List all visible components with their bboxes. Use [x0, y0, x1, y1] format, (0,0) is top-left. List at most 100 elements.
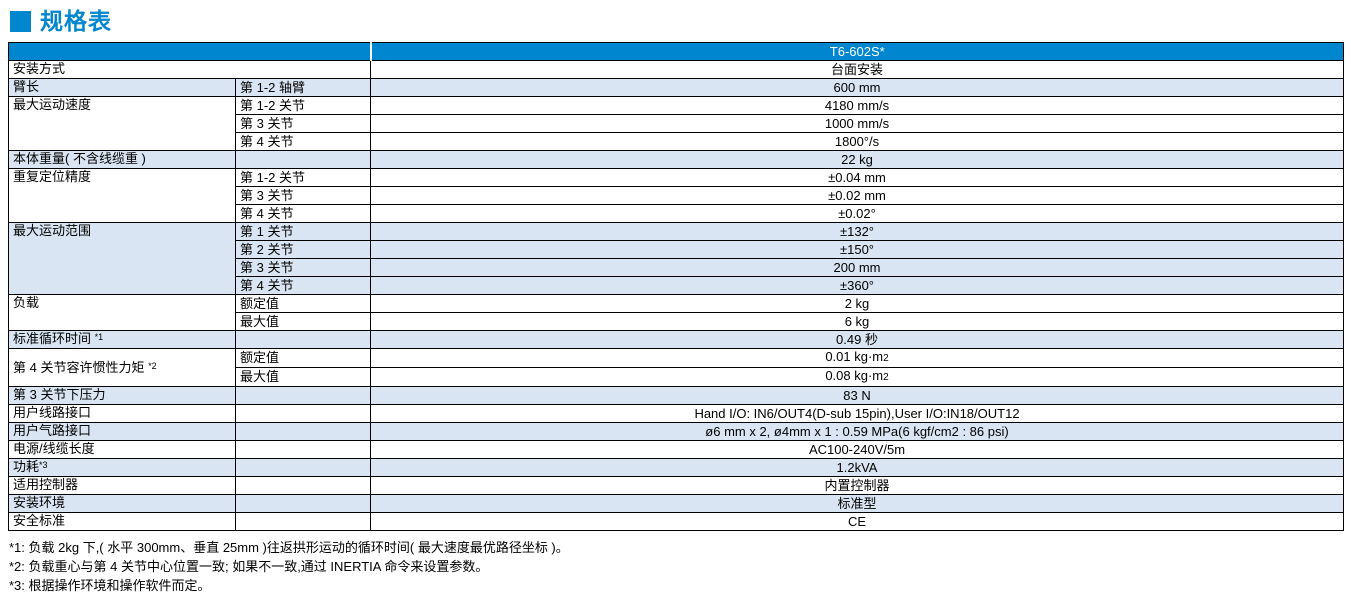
spec-sub-cell: [235, 150, 371, 169]
spec-value: 600 mm: [833, 79, 881, 95]
spec-sub-cell: 第 1 关节: [235, 222, 371, 241]
spec-value-cell: 标准型: [370, 494, 1344, 513]
spec-value: 内置控制器: [824, 477, 890, 493]
spec-sub-cell: 第 3 关节: [235, 258, 371, 277]
spec-value: ±150°: [839, 241, 875, 257]
spec-value: 台面安装: [830, 61, 883, 77]
spec-value-cell: 1800°/s: [370, 132, 1344, 151]
table-row: 安全标准 CE: [8, 512, 1344, 531]
spec-group-label: 最大运动速度: [13, 97, 92, 113]
spec-value-cell: ±0.02 mm: [370, 186, 1344, 205]
spec-value-cell: ø6 mm x 2, ø4mm x 1 : 0.59 MPa(6 kgf/cm2…: [370, 422, 1344, 441]
spec-value-cell: ±132°: [370, 222, 1344, 241]
spec-value: ±0.02 mm: [828, 187, 886, 203]
footnote-marker: *1: [94, 332, 104, 342]
spec-value: CE: [847, 513, 867, 529]
spec-value: 4180 mm/s: [824, 97, 890, 113]
spec-group-cell: 负载: [8, 294, 236, 331]
spec-group-cell: 标准循环时间 *1: [8, 330, 236, 349]
spec-group-label: 安装方式: [13, 61, 66, 77]
spec-sub-cell: 额定值: [235, 294, 371, 313]
spec-value: 1800°/s: [834, 133, 880, 149]
spec-sub-cell: [235, 458, 371, 477]
spec-sub-cell: 第 1-2 关节: [235, 96, 371, 115]
table-row: 适用控制器 内置控制器: [8, 476, 1344, 495]
spec-value: ±0.02°: [838, 205, 876, 221]
spec-value: 0.01 kg·m: [825, 349, 884, 365]
spec-value-small-digit: 2: [883, 372, 889, 383]
spec-group-label: 用户气路接口: [13, 423, 92, 439]
spec-value-cell: ±0.04 mm: [370, 168, 1344, 187]
spec-sub-cell: 额定值: [235, 348, 371, 368]
spec-sub-cell: [235, 404, 371, 423]
section-title: 规格表: [10, 8, 1343, 34]
table-row: 最大值 6 kg: [9, 312, 1344, 331]
spec-sub-cell: [235, 386, 371, 405]
spec-group-cell: 用户线路接口: [8, 404, 236, 423]
table-row: 电源/线缆长度 AC100-240V/5m: [8, 440, 1344, 459]
footnote-marker: *3: [39, 460, 48, 470]
spec-value-cell: ±0.02°: [370, 204, 1344, 223]
spec-value-cell: 4180 mm/s: [370, 96, 1344, 115]
spec-group-label: 安装环境: [13, 495, 66, 511]
spec-group-cell: 功耗*3: [8, 458, 236, 477]
spec-value-cell: 22 kg: [370, 150, 1344, 169]
spec-value: AC100-240V/5m: [808, 441, 906, 457]
spec-value-cell: 2 kg: [370, 294, 1344, 313]
spec-table-body: 安装方式 台面安装臂长第 1-2 轴臂 600 mm 最大运动速度 第 1-2 关节 41…: [8, 60, 1344, 531]
spec-sheet-page: 规格表 T6-602S* 安装方式 台面安装臂长第 1-2 轴臂 600 mm 最大运…: [8, 8, 1344, 595]
spec-group-cell: 电源/线缆长度: [8, 440, 236, 459]
spec-sub-cell: 最大值: [235, 367, 371, 387]
table-row: 第 3 关节 1000 mm/s: [9, 114, 1344, 133]
spec-group-cell: 第 4 关节容许惯性力矩 *2: [8, 348, 236, 387]
spec-sub-cell: 最大值: [235, 312, 371, 331]
spec-value: 6 kg: [844, 313, 870, 329]
table-row: 用户线路接口 Hand I/O: IN6/OUT4(D-sub 15pin),Us…: [8, 404, 1344, 423]
spec-value-cell: ±360°: [370, 276, 1344, 295]
table-row: 用户气路接口 ø6 mm x 2, ø4mm x 1 : 0.59 MPa(6 k…: [8, 422, 1344, 441]
spec-value-cell: CE: [370, 512, 1344, 531]
spec-value-cell: 600 mm: [370, 78, 1344, 97]
spec-sub-cell: 第 3 关节: [235, 186, 371, 205]
spec-group-cell: 安全标准: [8, 512, 236, 531]
spec-value-cell: 0.01 kg·m2: [370, 348, 1344, 368]
spec-value-cell: 200 mm: [370, 258, 1344, 277]
spec-group-label: 适用控制器: [13, 477, 79, 493]
spec-value-cell: 6 kg: [370, 312, 1344, 331]
spec-sub-cell: 第 2 关节: [235, 240, 371, 259]
spec-group-cell: 臂长: [8, 78, 236, 97]
header-empty-cell: [8, 42, 371, 61]
footnote-marker: *2: [148, 360, 157, 371]
spec-value-cell: 台面安装: [370, 60, 1344, 79]
spec-value-cell: 1.2kVA: [370, 458, 1344, 477]
spec-value-cell: 83 N: [370, 386, 1344, 405]
spec-sub-cell: [235, 476, 371, 495]
spec-group-label: 最大运动范围: [13, 223, 92, 239]
spec-value: 1.2kVA: [836, 459, 878, 475]
table-row: 第 3 关节 ±0.02 mm: [9, 186, 1344, 205]
footnote-1: *1: 负载 2kg 下,( 水平 300mm、垂直 25mm )往返拱形运动的…: [9, 540, 569, 555]
spec-table-header: T6-602S*: [8, 42, 1344, 61]
table-row: 功耗*3 1.2kVA: [8, 458, 1344, 477]
table-row: 第 4 关节 ±360°: [9, 276, 1344, 295]
spec-group-label: 重复定位精度: [13, 169, 92, 185]
spec-group-label: 第 3 关节下压力: [13, 387, 106, 403]
footnote-2: *2: 负载重心与第 4 关节中心位置一致; 如果不一致,通过 INERTIA …: [9, 559, 489, 574]
spec-group-cell: 本体重量( 不含线缆重 ): [8, 150, 236, 169]
spec-value: ±360°: [839, 277, 875, 293]
spec-value-cell: 0.49 秒: [370, 330, 1344, 349]
spec-sub-cell: [235, 440, 371, 459]
table-row: 本体重量( 不含线缆重 ) 22 kg: [8, 150, 1344, 169]
spec-group-cell: 适用控制器: [8, 476, 236, 495]
spec-group-label: 功耗: [13, 459, 40, 475]
spec-group-cell: 第 3 关节下压力: [8, 386, 236, 405]
spec-value-small-digit: 2: [883, 353, 889, 364]
footnotes: *1: 负载 2kg 下,( 水平 300mm、垂直 25mm )往返拱形运动的…: [9, 538, 1343, 595]
spec-value-cell: AC100-240V/5m: [370, 440, 1344, 459]
spec-value: ø6 mm x 2, ø4mm x 1 : 0.59 MPa(6 kgf/cm2…: [705, 423, 1009, 439]
spec-group-cell: 用户气路接口: [8, 422, 236, 441]
spec-sub-cell: 第 1-2 轴臂: [235, 78, 371, 97]
spec-group-cell: 最大运动速度: [8, 96, 236, 151]
footnote-3: *3: 根据操作环境和操作软件而定。: [9, 578, 211, 593]
title-square-icon: [10, 10, 31, 32]
